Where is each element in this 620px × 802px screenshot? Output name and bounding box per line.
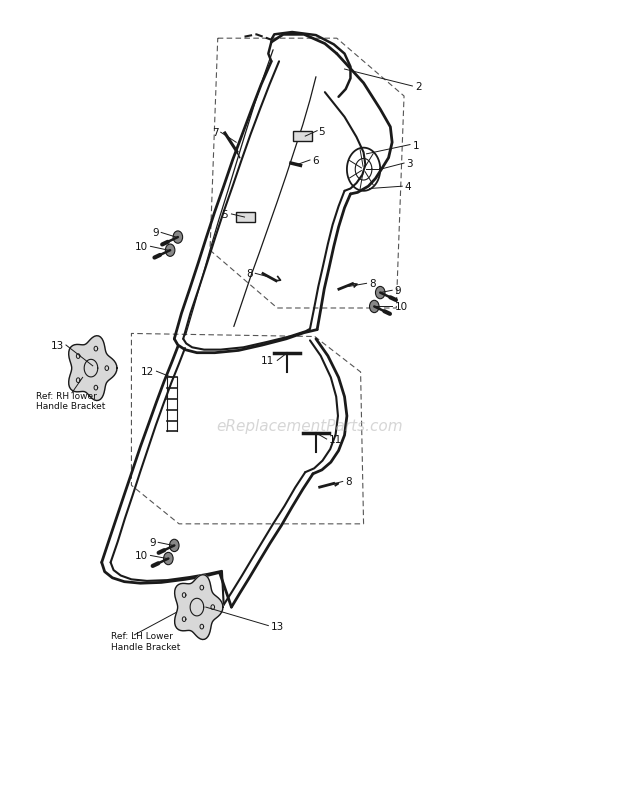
Circle shape — [164, 553, 173, 565]
Text: 11: 11 — [261, 356, 274, 366]
Circle shape — [169, 540, 179, 552]
Polygon shape — [69, 336, 117, 401]
Bar — [293, 132, 312, 142]
Text: 7: 7 — [211, 128, 218, 138]
Circle shape — [173, 232, 183, 244]
Text: 3: 3 — [407, 159, 413, 169]
Text: 2: 2 — [415, 82, 422, 92]
Text: 5: 5 — [221, 209, 228, 220]
Bar — [236, 213, 255, 223]
Text: 8: 8 — [246, 269, 253, 279]
Circle shape — [376, 287, 385, 299]
Text: 10: 10 — [394, 302, 407, 312]
Circle shape — [370, 301, 379, 314]
Text: 12: 12 — [141, 367, 154, 377]
Text: Ref: RH lower
Handle Bracket: Ref: RH lower Handle Bracket — [36, 391, 105, 411]
Text: 13: 13 — [271, 621, 284, 631]
Text: 1: 1 — [412, 140, 419, 151]
Text: eReplacementParts.com: eReplacementParts.com — [216, 418, 404, 433]
Text: 8: 8 — [345, 477, 352, 487]
Polygon shape — [175, 575, 223, 640]
Text: 9: 9 — [394, 286, 401, 296]
Text: 5: 5 — [318, 127, 325, 136]
Circle shape — [166, 245, 175, 257]
Text: Ref: LH Lower
Handle Bracket: Ref: LH Lower Handle Bracket — [110, 631, 180, 651]
Text: 13: 13 — [50, 341, 64, 350]
Text: 11: 11 — [329, 435, 342, 444]
Text: 8: 8 — [370, 279, 376, 289]
Text: 6: 6 — [312, 156, 319, 166]
Text: 4: 4 — [405, 182, 411, 192]
Text: 9: 9 — [149, 537, 156, 548]
Text: 10: 10 — [135, 242, 148, 252]
Text: 9: 9 — [152, 228, 159, 238]
Text: 10: 10 — [135, 551, 148, 561]
